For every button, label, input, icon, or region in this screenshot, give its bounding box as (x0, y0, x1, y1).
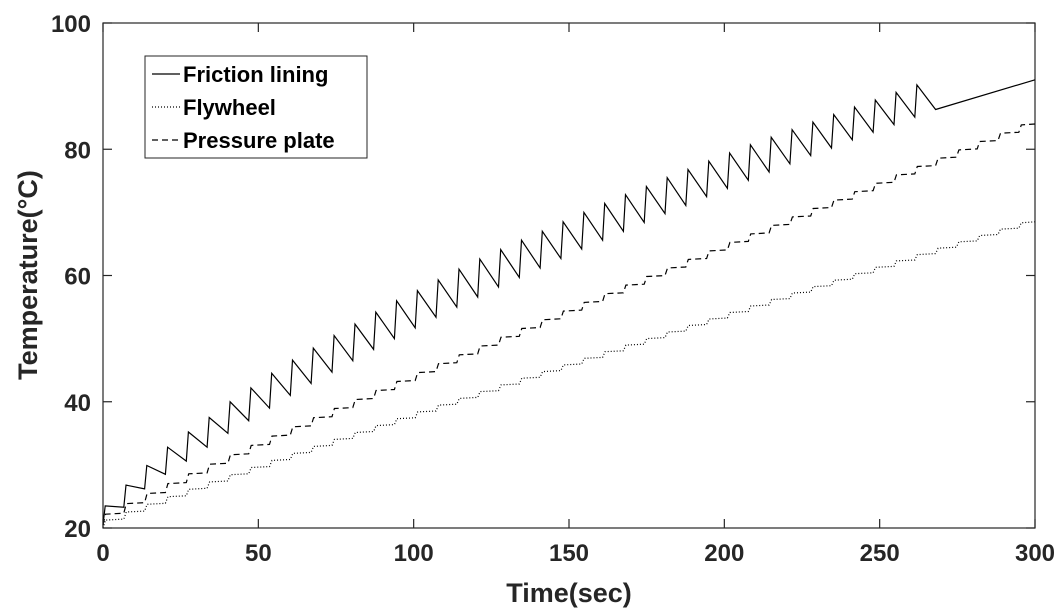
x-tick-label: 0 (96, 540, 109, 567)
x-axis-ticks: 0 50 100 150 200 250 300 (96, 23, 1055, 567)
legend-label-friction-lining: Friction lining (183, 62, 328, 87)
y-tick-label: 20 (64, 516, 91, 543)
x-tick-label: 150 (549, 540, 589, 567)
series-line-friction-lining (102, 79, 1036, 525)
legend-label-pressure-plate: Pressure plate (183, 128, 335, 153)
x-tick-label: 250 (860, 540, 900, 567)
x-tick-label: 200 (704, 540, 744, 567)
legend-label-flywheel: Flywheel (183, 95, 276, 120)
y-tick-label: 80 (64, 137, 91, 164)
series-line-pressure-plate (102, 123, 1036, 525)
y-tick-label: 40 (64, 390, 91, 417)
y-tick-label: 100 (51, 11, 91, 38)
x-tick-label: 50 (245, 540, 272, 567)
legend-box (144, 55, 368, 159)
x-axis-label: Time(sec) (506, 578, 632, 608)
x-tick-label: 300 (1015, 540, 1055, 567)
legend: Friction lining Flywheel Pressure plate (144, 55, 368, 159)
x-tick-label: 100 (394, 540, 434, 567)
y-axis-ticks: 20 40 60 80 100 (51, 11, 1035, 543)
series-layer (102, 79, 1036, 529)
y-axis-label: Temperature(°C) (13, 170, 43, 380)
y-tick-label: 60 (64, 264, 91, 291)
